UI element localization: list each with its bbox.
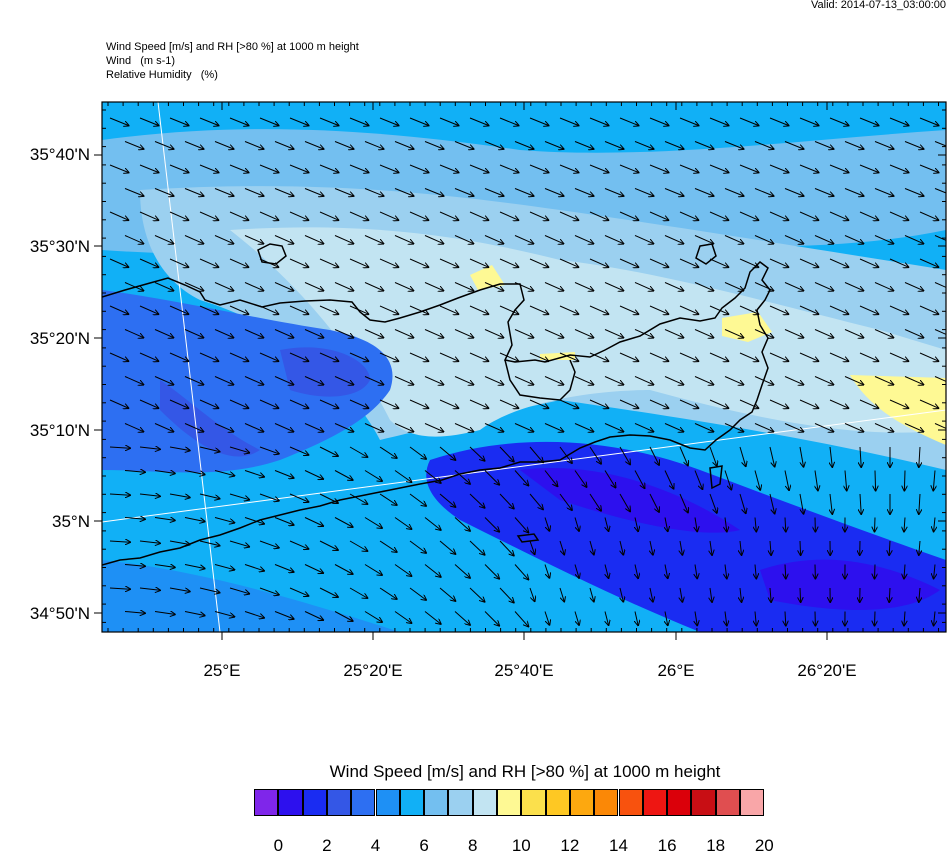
wind-map: 35°40'N 35°30'N 35°20'N 35°10'N 35°N 34°… bbox=[0, 0, 948, 720]
wind-speed-field bbox=[102, 102, 946, 632]
colorbar-label: 10 bbox=[501, 836, 541, 856]
lon-label: 25°20'E bbox=[343, 661, 402, 680]
colorbar-swatch bbox=[473, 789, 497, 816]
lat-label: 35°30'N bbox=[30, 237, 90, 256]
wind-arrow bbox=[875, 612, 876, 626]
colorbar-swatch bbox=[619, 789, 643, 816]
colorbar-swatch bbox=[521, 789, 545, 816]
wind-arrow bbox=[800, 541, 801, 555]
colorbar-swatch bbox=[497, 789, 521, 816]
lon-label: 26°E bbox=[657, 661, 694, 680]
colorbar-swatch bbox=[546, 789, 570, 816]
colorbar-swatch bbox=[448, 789, 472, 816]
colorbar-swatch bbox=[570, 789, 594, 816]
colorbar-swatch bbox=[327, 789, 351, 816]
colorbar-label: 16 bbox=[647, 836, 687, 856]
lat-label: 35°10'N bbox=[30, 421, 90, 440]
colorbar-label: 4 bbox=[356, 836, 396, 856]
colorbar-swatch bbox=[594, 789, 618, 816]
colorbar-label: 2 bbox=[307, 836, 347, 856]
colorbar-label: 6 bbox=[404, 836, 444, 856]
lon-label: 26°20'E bbox=[797, 661, 856, 680]
colorbar-label: 0 bbox=[258, 836, 298, 856]
colorbar-swatch bbox=[643, 789, 667, 816]
lon-label: 25°40'E bbox=[494, 661, 553, 680]
colorbar-label: 8 bbox=[453, 836, 493, 856]
colorbar-swatch bbox=[351, 789, 375, 816]
colorbar-label: 18 bbox=[696, 836, 736, 856]
wind-arrow bbox=[875, 471, 876, 491]
lon-label: 25°E bbox=[203, 661, 240, 680]
colorbar-label: 14 bbox=[599, 836, 639, 856]
wind-arrow bbox=[875, 565, 876, 579]
colorbar-swatch bbox=[400, 789, 424, 816]
lat-label: 35°40'N bbox=[30, 145, 90, 164]
colorbar-title: Wind Speed [m/s] and RH [>80 %] at 1000 … bbox=[0, 762, 948, 782]
lat-label: 34°50'N bbox=[30, 604, 90, 623]
colorbar-swatch bbox=[667, 789, 691, 816]
colorbar-label: 20 bbox=[744, 836, 784, 856]
colorbar-swatch bbox=[278, 789, 302, 816]
lat-label: 35°20'N bbox=[30, 329, 90, 348]
wind-arrow bbox=[875, 518, 876, 532]
colorbar-swatch bbox=[716, 789, 740, 816]
colorbar-swatch bbox=[691, 789, 715, 816]
wind-arrow bbox=[800, 588, 801, 602]
colorbar-swatch bbox=[303, 789, 327, 816]
colorbar-swatch bbox=[376, 789, 400, 816]
colorbar-swatch bbox=[254, 789, 278, 816]
colorbar-swatch bbox=[740, 789, 764, 816]
wind-arrow bbox=[904, 471, 905, 491]
colorbar-swatch bbox=[424, 789, 448, 816]
colorbar-label: 12 bbox=[550, 836, 590, 856]
lat-label: 35°N bbox=[52, 512, 90, 531]
